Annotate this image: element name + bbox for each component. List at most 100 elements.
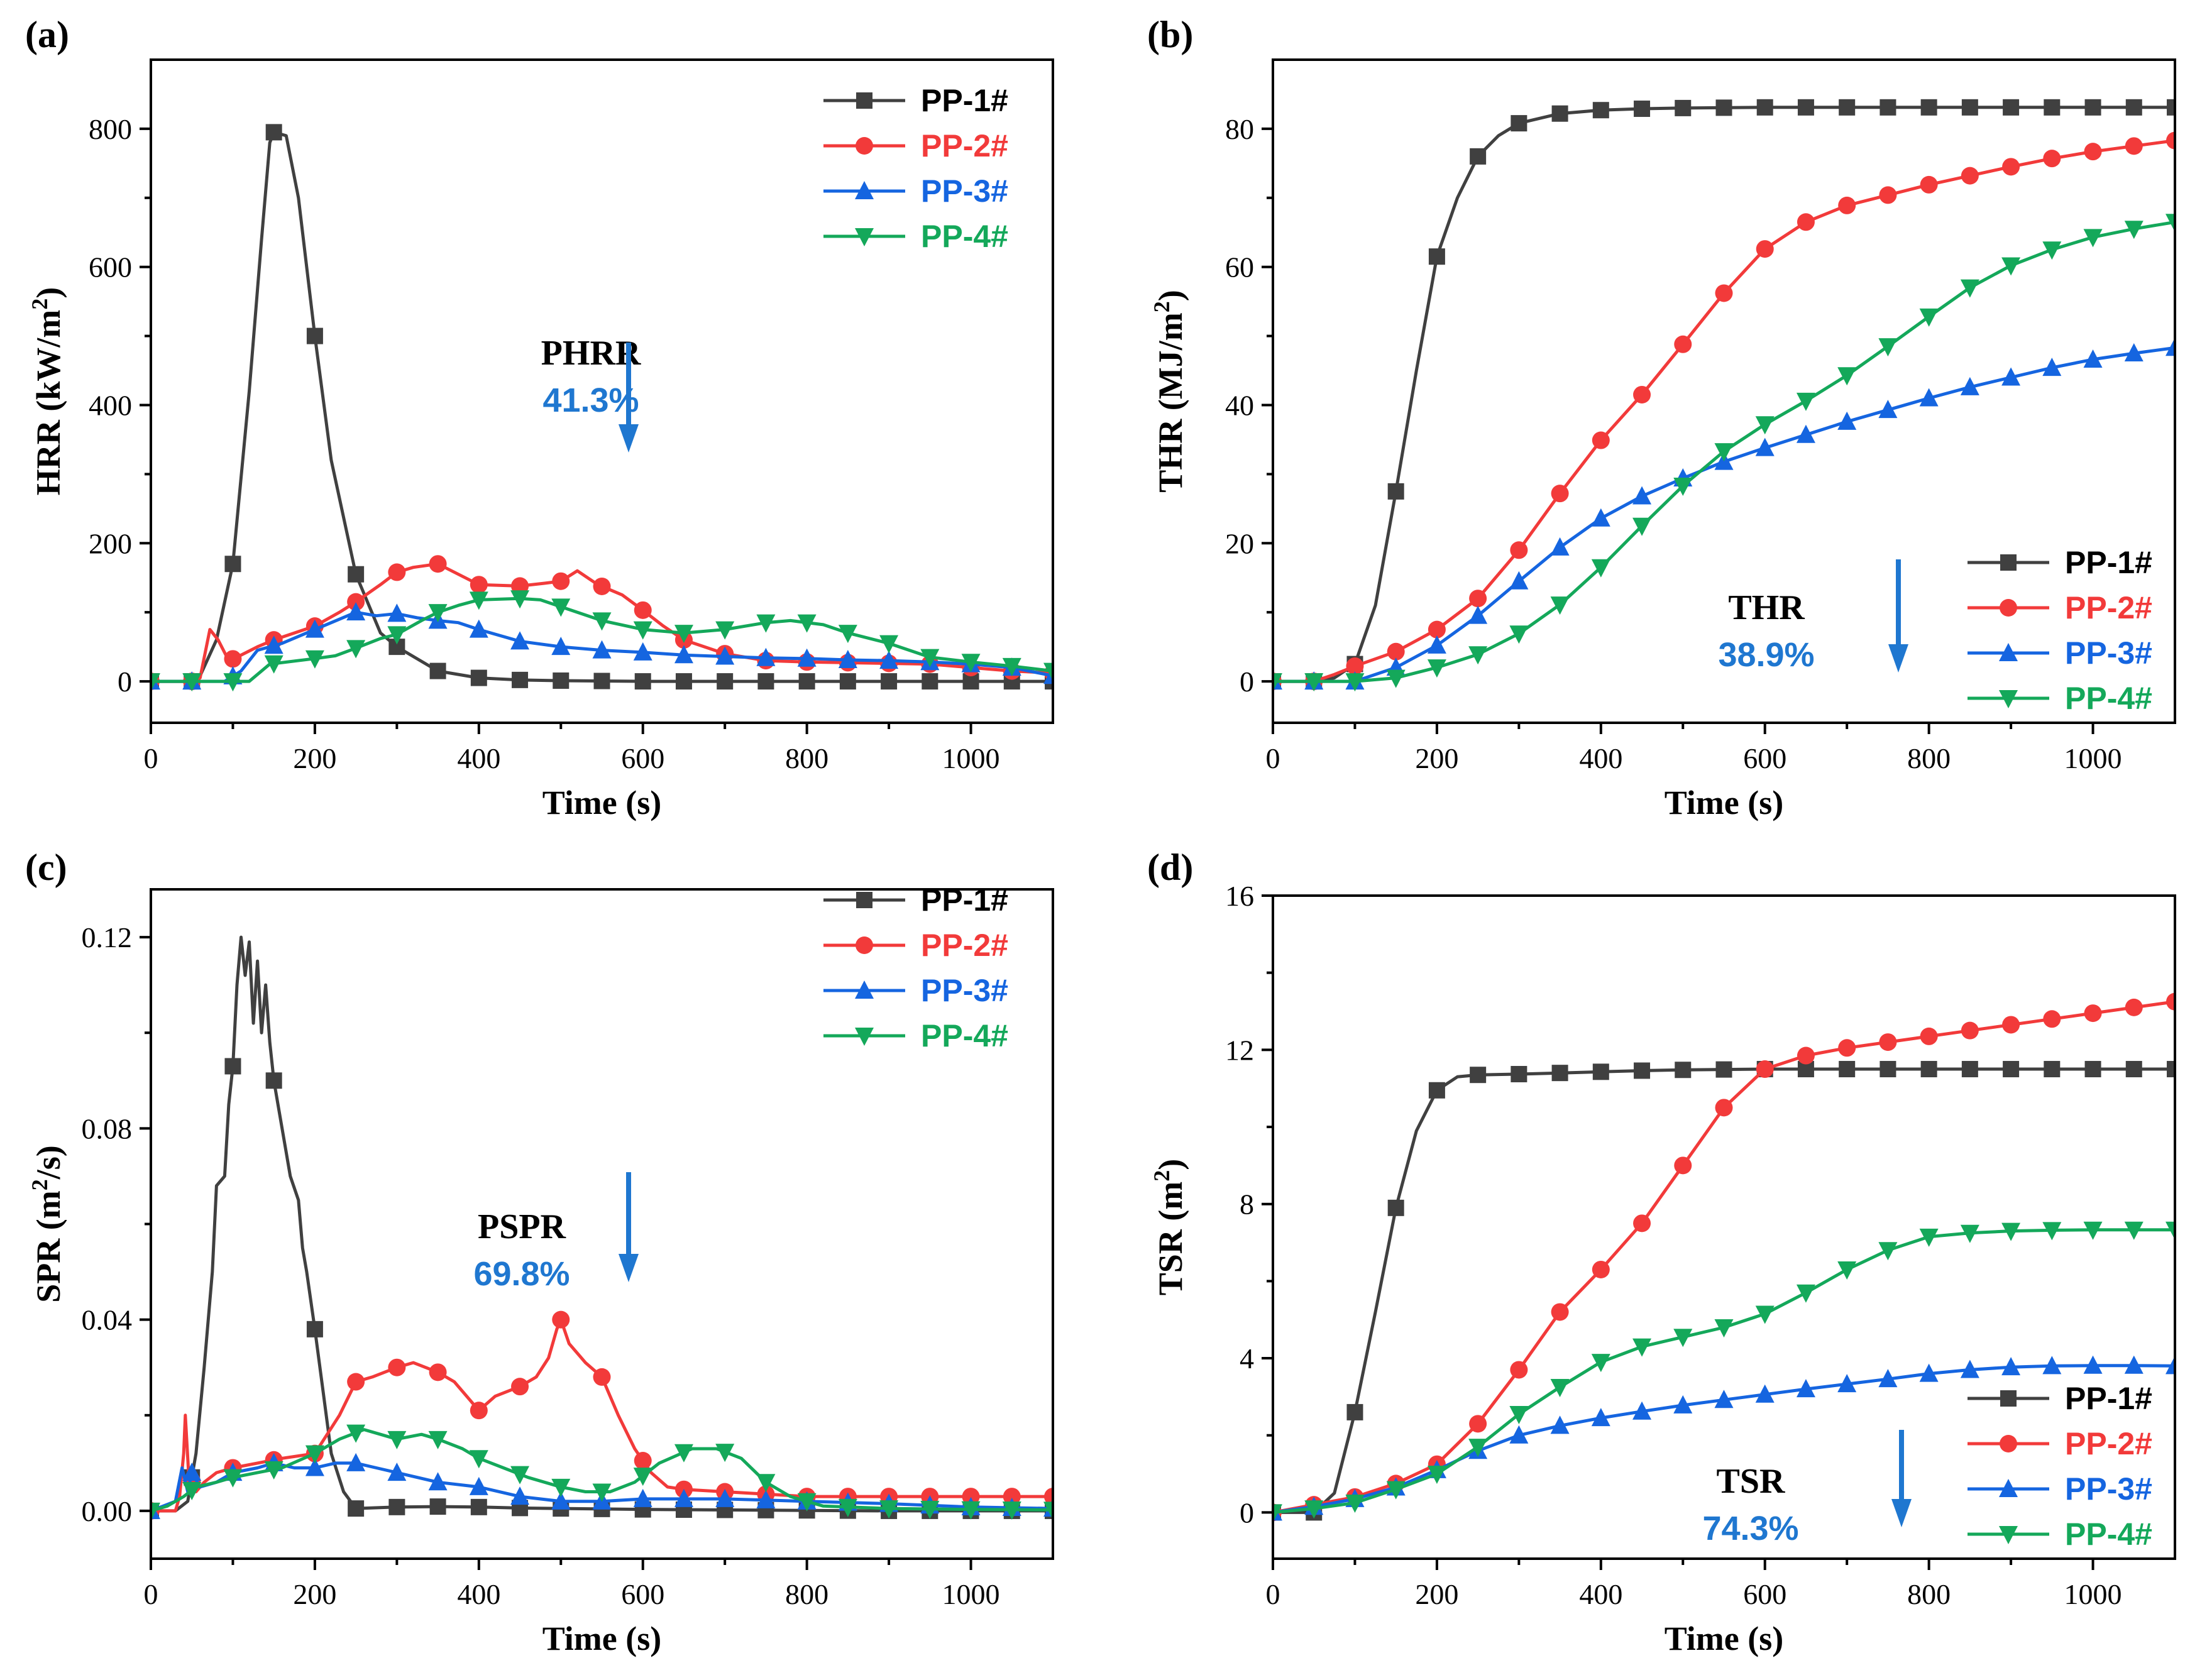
series-PP-4-triangle-down-marker	[305, 1445, 324, 1464]
series-PP-2-circle-marker	[962, 1488, 980, 1506]
series-PP-4-triangle-down-marker	[1468, 646, 1488, 665]
series-PP-4-triangle-down-marker	[223, 673, 243, 692]
x-axis-title: Time (s)	[1665, 1620, 1783, 1657]
series-PP-3-triangle-up-marker	[428, 1472, 448, 1491]
series-PP-2-circle-marker	[2002, 1016, 2020, 1034]
series-PP-2-circle-marker	[347, 593, 365, 611]
series-PP-1-square-marker	[2084, 99, 2101, 116]
legend-square-marker	[856, 92, 872, 109]
y-tick-label: 0	[1240, 1496, 1254, 1529]
legend-label-PP-4: PP-4#	[921, 219, 1008, 254]
y-axis-title: HRR (kW/m2)	[27, 287, 67, 495]
series-PP-3-triangle-up-marker	[756, 647, 776, 666]
plot-frame	[150, 58, 1054, 724]
series-PP-1-square-marker	[1428, 248, 1445, 265]
series-PP-1-square-marker	[1592, 102, 1609, 119]
annotation-value: 74.3%	[1702, 1510, 1798, 1547]
series-PP-4-triangle-down-marker	[1002, 1502, 1021, 1520]
x-tick-label: 1000	[2064, 1578, 2122, 1610]
series-PP-4-triangle-down-marker	[1273, 673, 1282, 692]
series-PP-4-triangle-down-marker	[2083, 1221, 2103, 1240]
series-PP-3-triangle-up-marker	[1796, 424, 1815, 443]
x-tick-label: 200	[293, 742, 336, 774]
series-PP-1-square-marker	[348, 566, 365, 583]
series-PP-1-square-marker	[1511, 1065, 1527, 1082]
series-PP-4-triangle-down-marker	[1714, 443, 1734, 462]
series-PP-4-triangle-down-marker	[838, 1498, 857, 1517]
y-tick-label: 800	[89, 113, 132, 145]
series-PP-2-circle-marker	[1879, 1033, 1897, 1051]
series-PP-2-circle-marker	[1674, 335, 1692, 353]
series-PP-2-circle-marker	[347, 1373, 365, 1391]
series-PP-2-circle-marker	[552, 572, 570, 590]
series-PP-3-triangle-up-marker	[838, 649, 857, 668]
series-PP-4-triangle-down-marker	[715, 621, 735, 640]
series-PP-4-triangle-down-marker	[1386, 1481, 1406, 1500]
series-PP-2-circle-marker	[1428, 620, 1446, 639]
series-PP-4-triangle-down-marker	[1673, 478, 1693, 497]
series-PP-4-triangle-down-marker	[1673, 1329, 1693, 1348]
series-PP-4-triangle-down-marker	[305, 650, 324, 669]
series-PP-1-square-marker	[1920, 99, 1937, 116]
y-tick-label: 0.00	[82, 1495, 133, 1527]
series-PP-3-triangle-up-marker	[264, 635, 283, 654]
series-PP-4-triangle-down-marker	[1427, 1466, 1446, 1485]
legend-label-PP-4: PP-4#	[2065, 681, 2152, 716]
x-axis-title: Time (s)	[542, 1620, 661, 1657]
series-PP-2-circle-marker	[1551, 485, 1569, 503]
panel-a: (a) 0 200 400 600 800 1000 0 200 400 600 800 Time (s…	[25, 14, 1054, 821]
panel-c: (c) 0 200 400 600 800 1000 0.00 0.04 0.08 0.12 Time…	[25, 847, 1054, 1657]
series-PP-2-circle-marker	[1920, 175, 1938, 194]
series-PP-3-triangle-up-marker	[1919, 388, 1939, 407]
y-axis-title-tail: )	[1152, 290, 1189, 301]
series-PP-3-triangle-up-marker	[1468, 605, 1488, 624]
x-tick-label: 1000	[2064, 742, 2122, 774]
series-line-PP-1	[151, 130, 1053, 683]
series-line-PP-4	[151, 1428, 1053, 1513]
down-arrow-icon	[619, 424, 639, 453]
annotation-value: 69.8%	[473, 1255, 570, 1293]
down-arrow-icon	[1888, 644, 1908, 673]
series-PP-2-circle-marker	[1346, 657, 1364, 675]
series-PP-4-triangle-down-marker	[920, 649, 940, 667]
legend-label-PP-1: PP-1#	[921, 882, 1008, 918]
y-tick-label: 0.12	[82, 921, 133, 953]
legend-triangle-down-marker	[855, 228, 874, 246]
series-PP-4-triangle-down-marker	[1796, 1284, 1815, 1303]
series-PP-2-circle-marker	[593, 1368, 611, 1386]
series-PP-3-triangle-up-marker	[551, 1491, 571, 1510]
series-PP-1-square-marker	[1470, 1067, 1487, 1084]
y-tick-label: 0	[1240, 666, 1254, 698]
series-PP-3-triangle-up-marker	[1960, 376, 1979, 395]
y-axis-title: TSR (m2)	[1149, 1159, 1189, 1296]
series-PP-4-triangle-down-marker	[1837, 367, 1857, 386]
series-PP-1-square-marker	[1920, 1061, 1937, 1078]
series-PP-1-square-marker	[1551, 105, 1568, 122]
series-PP-2-circle-marker	[388, 1358, 406, 1376]
x-tick-label: 600	[1743, 1578, 1786, 1610]
series-PP-1-square-marker	[1387, 483, 1404, 500]
series-PP-2-circle-marker	[1510, 541, 1528, 559]
series-PP-2-circle-marker	[1044, 1488, 1053, 1506]
series-PP-1-square-marker	[1715, 99, 1732, 116]
series-PP-4-triangle-down-marker	[1550, 596, 1570, 615]
series-PP-3-triangle-up-marker	[2124, 343, 2144, 362]
series-line-PP-2	[151, 1318, 1053, 1513]
series-PP-2-circle-marker	[1633, 385, 1651, 404]
series-PP-3-triangle-up-marker	[2042, 358, 2062, 376]
y-tick-label: 400	[89, 389, 132, 421]
series-PP-4-triangle-down-marker	[469, 591, 488, 610]
series-PP-2-circle-marker	[1797, 213, 1815, 231]
series-PP-2-circle-marker	[1592, 431, 1610, 449]
series-PP-4-triangle-down-marker	[1960, 279, 1979, 298]
series-PP-3-triangle-up-marker	[1960, 1359, 1979, 1378]
series-PP-2-circle-marker	[2166, 992, 2175, 1011]
series-PP-3-triangle-up-marker	[2001, 1357, 2021, 1376]
series-PP-4-triangle-down-marker	[151, 673, 160, 692]
series-PP-4-triangle-down-marker	[797, 1493, 817, 1512]
x-axis-title: Time (s)	[542, 784, 661, 821]
series-PP-4-triangle-down-marker	[1919, 1228, 1939, 1247]
legend-triangle-up-marker	[855, 181, 874, 199]
series-PP-3-triangle-up-marker	[182, 1463, 202, 1481]
y-axis-title-tail: )	[1152, 1159, 1189, 1170]
